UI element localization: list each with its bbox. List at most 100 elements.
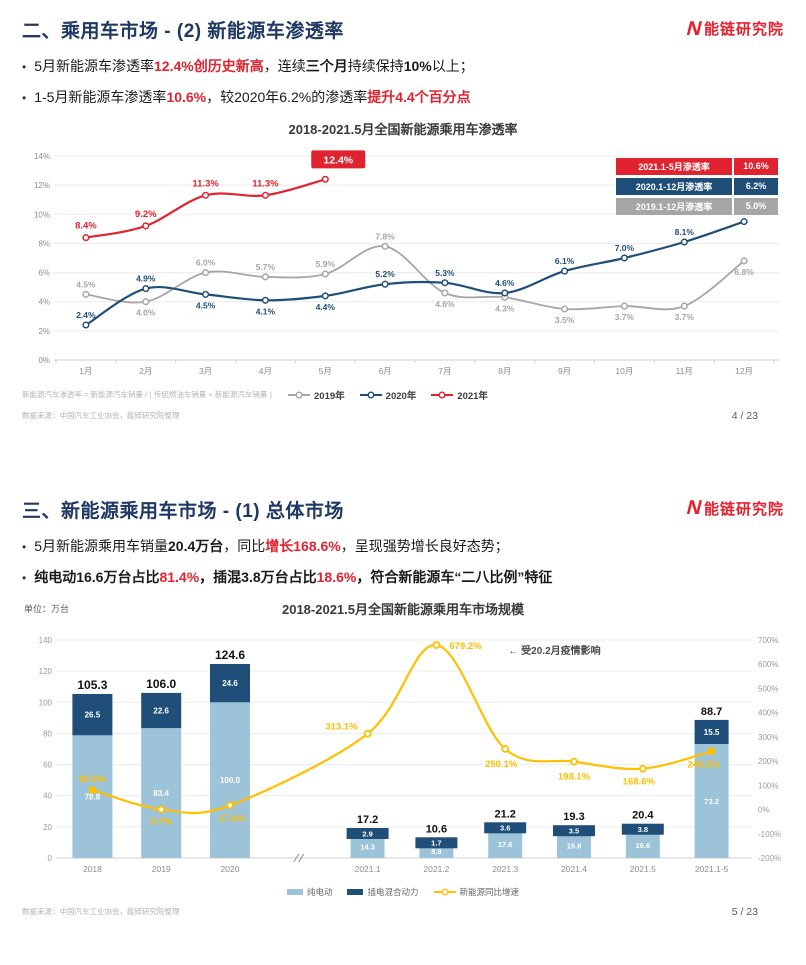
series-2021年: 8.4% 9.2% 11.3% 11.3% 12.4%: [75, 150, 366, 241]
brand-name: 能链研究院: [703, 21, 784, 38]
svg-text:2021.5: 2021.5: [630, 864, 656, 874]
chart2-unit-label: 单位：万台: [24, 603, 70, 614]
chart2-title: 2018-2021.5月全国新能源乘用车市场规模: [281, 601, 524, 617]
svg-text:40: 40: [43, 791, 52, 800]
svg-text:11.3%: 11.3%: [192, 178, 219, 189]
svg-text:8%: 8%: [38, 239, 50, 248]
svg-text:124.6: 124.6: [215, 648, 245, 662]
svg-text:6%: 6%: [38, 268, 50, 277]
svg-text:4月: 4月: [259, 366, 272, 376]
bullet-text-segment: 以上；: [431, 58, 474, 74]
chart1-footnote: 新能源汽车渗透率 = 新能源汽车销量 / ( 传统燃油车销量 + 新能源汽车销量…: [22, 390, 273, 400]
slide2-bullet-list: 5月新能源乘用车销量20.4万台，同比增长168.6%，呈现强势增长良好态势； 纯…: [22, 536, 784, 588]
slide1-title: 二、乘用车市场 - (2) 新能源车渗透率: [22, 21, 344, 42]
svg-text:5.7%: 5.7%: [256, 262, 276, 272]
summary-row-value: 6.2%: [734, 177, 778, 195]
slide2-footer: 数据来源：中国汽车工业协会，能链研究院整理 5 / 23: [22, 906, 784, 918]
bullet-text-segment: ，插混3.8万台占比: [199, 569, 317, 586]
svg-text:-100%: -100%: [758, 829, 781, 838]
svg-text:600%: 600%: [758, 660, 778, 669]
svg-text:4.6%: 4.6%: [495, 278, 515, 288]
bullet-item: 纯电动16.6万台占比81.4%，插混3.8万台占比18.6%，符合新能源车“二…: [22, 567, 784, 587]
svg-text:7.8%: 7.8%: [375, 231, 395, 241]
svg-text:168.6%: 168.6%: [623, 776, 656, 787]
svg-text:4%: 4%: [38, 297, 50, 306]
svg-text:106.0: 106.0: [146, 676, 176, 690]
svg-text:8.1%: 8.1%: [675, 227, 695, 237]
bullet-text-segment: 三个月: [305, 58, 348, 74]
svg-text:24.6: 24.6: [222, 679, 238, 688]
svg-text:140: 140: [39, 636, 53, 645]
legend-item-2021年: 2021年: [431, 388, 488, 402]
bar-group-2020: 24.6 100.0 124.6 2020: [210, 648, 250, 874]
svg-text:11月: 11月: [676, 366, 693, 376]
svg-text:11.3%: 11.3%: [252, 178, 279, 189]
svg-text:300%: 300%: [758, 732, 778, 741]
legend-label: 2020年: [385, 390, 417, 402]
svg-text:80.5%: 80.5%: [79, 774, 106, 785]
svg-text:4.0%: 4.0%: [136, 307, 156, 317]
slide-penetration: 二、乘用车市场 - (2) 新能源车渗透率 N 能链研究院 5月新能源车渗透率1…: [0, 0, 806, 422]
svg-text:100: 100: [39, 698, 53, 707]
svg-text:1.7: 1.7: [431, 838, 441, 847]
legend-item-新能源同比增速: 新能源同比增速: [433, 886, 519, 898]
svg-text:2021.3: 2021.3: [492, 864, 518, 874]
bullet-text-segment: 81.4%: [159, 569, 200, 586]
svg-text:-200%: -200%: [758, 854, 781, 863]
svg-text:4.4%: 4.4%: [316, 302, 336, 312]
chart1-legend-row: 新能源汽车渗透率 = 新能源汽车销量 / ( 传统燃油车销量 + 新能源汽车销量…: [22, 388, 784, 402]
svg-text:6.8%: 6.8%: [734, 267, 754, 277]
slide1-bullet-list: 5月新能源车渗透率12.4%创历史新高，连续三个月持续保持10%以上； 1-5月新…: [22, 56, 784, 108]
bar-group-2021.3: 3.6 17.6 21.2 2021.3: [484, 808, 527, 874]
bar-group-2021.1: 2.9 14.3 17.2 2021.1: [346, 814, 389, 874]
summary-row-value: 5.0%: [734, 197, 778, 215]
brand-logo: N 能链研究院: [684, 18, 784, 40]
legend-line-marker: [288, 391, 311, 399]
svg-text:80: 80: [43, 729, 52, 738]
slide-market-size: 三、新能源乘用车市场 - (1) 总体市场 N 能链研究院 5月新能源乘用车销量…: [0, 480, 806, 918]
svg-text:400%: 400%: [758, 708, 778, 717]
market-size-combo-chart-svg: 0 20 40 60 80 100 120 140 700% 600% 500% 400% 300% 20…: [39, 636, 781, 874]
svg-text:15.5: 15.5: [704, 727, 720, 736]
page-number-slide2: 5 / 23: [731, 905, 758, 918]
bullet-text-segment: 提升4.4个百分点: [367, 89, 471, 106]
summary-row: 2020.1-12月渗透率 6.2%: [616, 177, 778, 195]
legend-label: 2021年: [457, 390, 488, 402]
bullet-item: 5月新能源乘用车销量20.4万台，同比增长168.6%，呈现强势增长良好态势；: [22, 536, 784, 556]
svg-text:12.4%: 12.4%: [323, 154, 353, 166]
svg-text:12%: 12%: [34, 181, 50, 190]
svg-text:2.9: 2.9: [362, 829, 372, 838]
svg-text:14%: 14%: [34, 152, 50, 161]
svg-text:250.1%: 250.1%: [485, 759, 518, 770]
svg-text:20: 20: [43, 822, 52, 831]
svg-text:2019: 2019: [152, 864, 171, 874]
bullet-text-segment: 12.4%创历史新高: [154, 58, 264, 74]
legend-item-纯电动: 纯电动: [286, 886, 332, 898]
penetration-summary-table: 2021.1-5月渗透率 10.6% 2020.1-12月渗透率 6.2% 2019.1…: [616, 157, 778, 215]
chart2-source: 数据来源：中国汽车工业协会，能链研究院整理: [22, 907, 180, 917]
chart1-source: 数据来源：中国汽车工业协会，能链研究院整理: [22, 411, 180, 421]
bar-group-2021.2: 1.78.9 10.6 2021.2: [415, 823, 458, 874]
svg-text:10.6: 10.6: [426, 823, 447, 835]
summary-row: 2021.1-5月渗透率 10.6%: [616, 157, 778, 175]
svg-text:4.1%: 4.1%: [256, 306, 276, 316]
svg-text:2021.1: 2021.1: [355, 864, 381, 874]
svg-text:6.0%: 6.0%: [196, 257, 216, 267]
summary-row-label: 2020.1-12月渗透率: [616, 177, 732, 195]
legend-bar-marker: [347, 888, 364, 895]
svg-text:6月: 6月: [378, 366, 391, 376]
svg-text:2.4%: 2.4%: [76, 310, 96, 320]
svg-text:4.5%: 4.5%: [196, 300, 216, 310]
svg-text:9月: 9月: [558, 366, 571, 376]
bullet-text-segment: 10%: [403, 58, 432, 74]
svg-text:4.6%: 4.6%: [435, 299, 455, 309]
bullet-text-segment: 5月新能源乘用车销量: [34, 537, 168, 554]
series-2019年: 4.5% 4.0% 6.0% 5.7% 5.9% 7.8% 4.6% 4.3% 3.5% 3.7%…: [76, 231, 754, 325]
svg-text:0%: 0%: [38, 356, 50, 365]
svg-text:8.9: 8.9: [431, 846, 441, 855]
svg-text:200%: 200%: [758, 757, 778, 766]
svg-text:3.7%: 3.7%: [675, 312, 695, 322]
svg-text:100.0: 100.0: [220, 775, 241, 784]
bar-group-2019: 22.6 83.4 106.0 2019: [141, 676, 182, 874]
svg-text:198.1%: 198.1%: [558, 771, 591, 782]
